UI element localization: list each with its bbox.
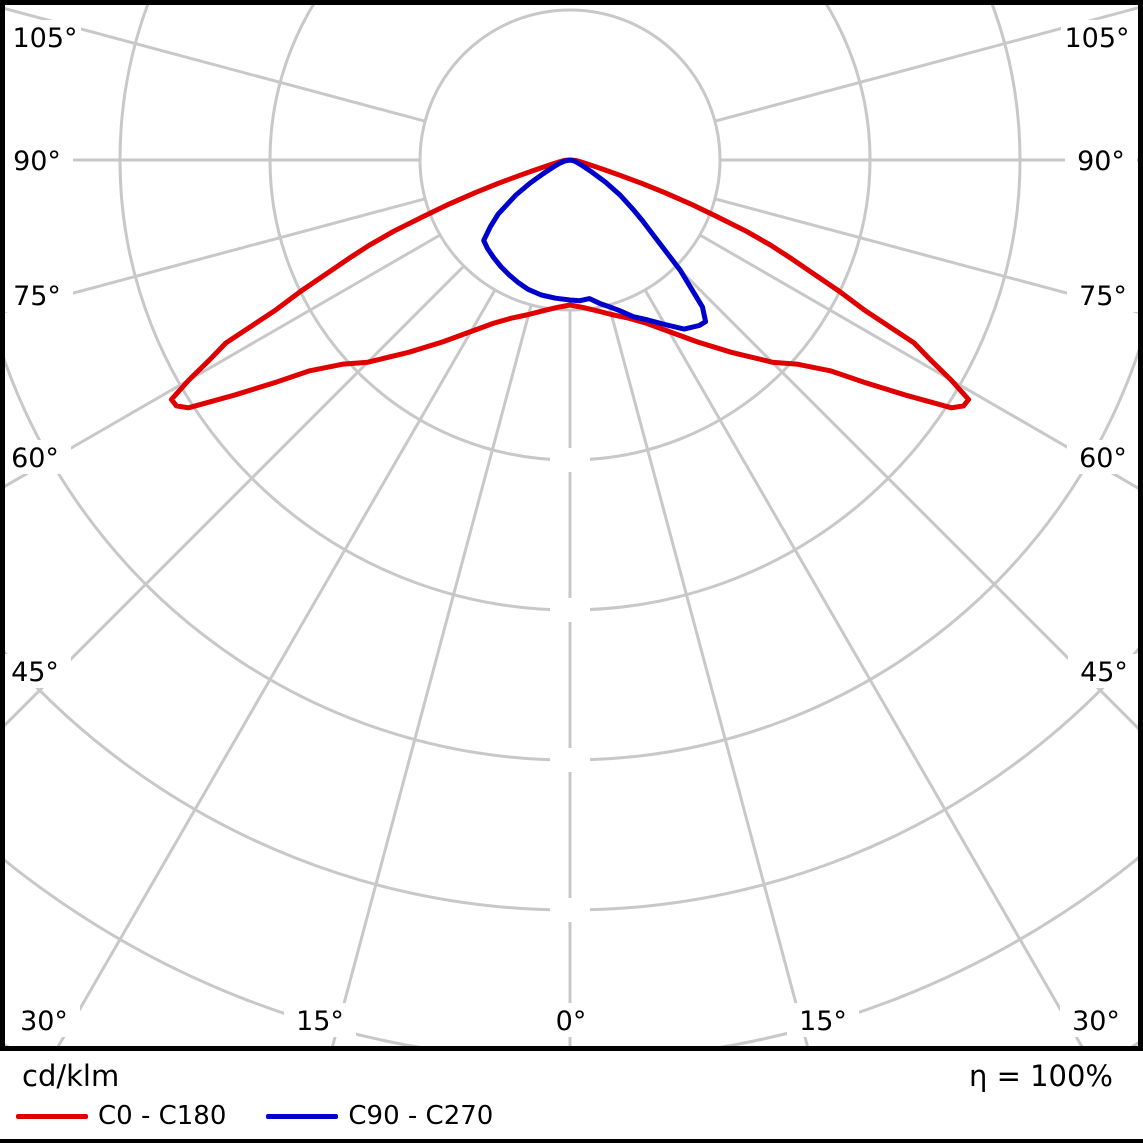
angle-label: 90° — [13, 146, 61, 177]
angle-label: 105° — [12, 23, 77, 54]
angle-label-backing — [535, 1003, 607, 1037]
legend-label-c90-c270: C90 - C270 — [348, 1101, 494, 1131]
polar-grid-radial — [0, 265, 465, 733]
polar-grid-radial — [53, 289, 497, 1051]
angle-label: 60° — [1079, 443, 1127, 474]
angle-label-backing — [1067, 278, 1139, 312]
angle-label-backing — [1060, 1003, 1132, 1037]
angle-label: 45° — [1080, 657, 1128, 688]
angle-label: 75° — [13, 281, 61, 312]
polar-grid-radial — [714, 197, 1143, 316]
angle-label-backing — [1065, 143, 1137, 177]
angle-label-backing — [8, 1003, 80, 1037]
polar-grid-radial — [0, 197, 426, 315]
curve-c0-c180 — [168, 157, 972, 411]
legend: C0 - C180 C90 - C270 — [16, 1101, 493, 1131]
bottom-divider — [0, 1139, 1143, 1143]
angle-label: 15° — [799, 1006, 847, 1037]
angle-label-backing — [1, 278, 73, 312]
polar-grid-radial — [329, 304, 533, 1051]
angle-label: 60° — [11, 443, 59, 474]
chart-footer: cd/klm η = 100% C0 - C180 C90 - C270 — [0, 1051, 1143, 1143]
polar-chart: 105° 105° 90° 90° 75° 75° 60° 60° 45° 45° 30° 30° 15… — [0, 0, 1143, 1051]
angle-label: 30° — [20, 1006, 68, 1037]
radial-value-box — [550, 898, 590, 922]
angle-label-backing — [1061, 20, 1133, 54]
angle-label: 45° — [11, 657, 59, 688]
angle-label-backing — [1067, 440, 1139, 474]
polar-grid-radial — [714, 4, 1143, 123]
angle-label-backing — [0, 440, 71, 474]
polar-grid-radial — [643, 289, 1087, 1051]
angle-label: 15° — [296, 1006, 344, 1037]
angle-label-backing — [0, 654, 71, 688]
polar-grid-radial — [0, 5, 426, 123]
angle-label: 75° — [1079, 281, 1127, 312]
radial-value-box — [550, 748, 590, 772]
units-label: cd/klm — [22, 1059, 120, 1093]
angle-label: 90° — [1077, 146, 1125, 177]
radial-value-box — [550, 448, 590, 472]
angle-label: 105° — [1064, 23, 1129, 54]
angle-label: 30° — [1072, 1006, 1120, 1037]
polar-grid-radial — [0, 233, 441, 491]
plot-border — [0, 0, 1143, 1051]
efficiency-label: η = 100% — [968, 1059, 1113, 1093]
polar-grid-radial — [607, 304, 811, 1051]
angle-label-backing — [787, 1003, 859, 1037]
angle-label-backing — [9, 20, 81, 54]
polar-chart-frame: 105° 105° 90° 90° 75° 75° 60° 60° 45° 45° 30° 30° 15… — [0, 0, 1143, 1051]
radial-value-box — [550, 598, 590, 622]
angle-label-backing — [1068, 654, 1140, 688]
polar-grid-radial — [699, 233, 1143, 493]
legend-line-c90-c270 — [266, 1113, 339, 1119]
legend-line-c0-c180 — [16, 1113, 88, 1119]
angle-label-backing — [1, 143, 73, 177]
angle-label: 0° — [556, 1006, 587, 1037]
polar-grid-radial — [675, 265, 1143, 736]
legend-label-c0-c180: C0 - C180 — [98, 1101, 227, 1131]
curve-c90-c270 — [481, 157, 709, 332]
angle-label-backing — [284, 1003, 356, 1037]
